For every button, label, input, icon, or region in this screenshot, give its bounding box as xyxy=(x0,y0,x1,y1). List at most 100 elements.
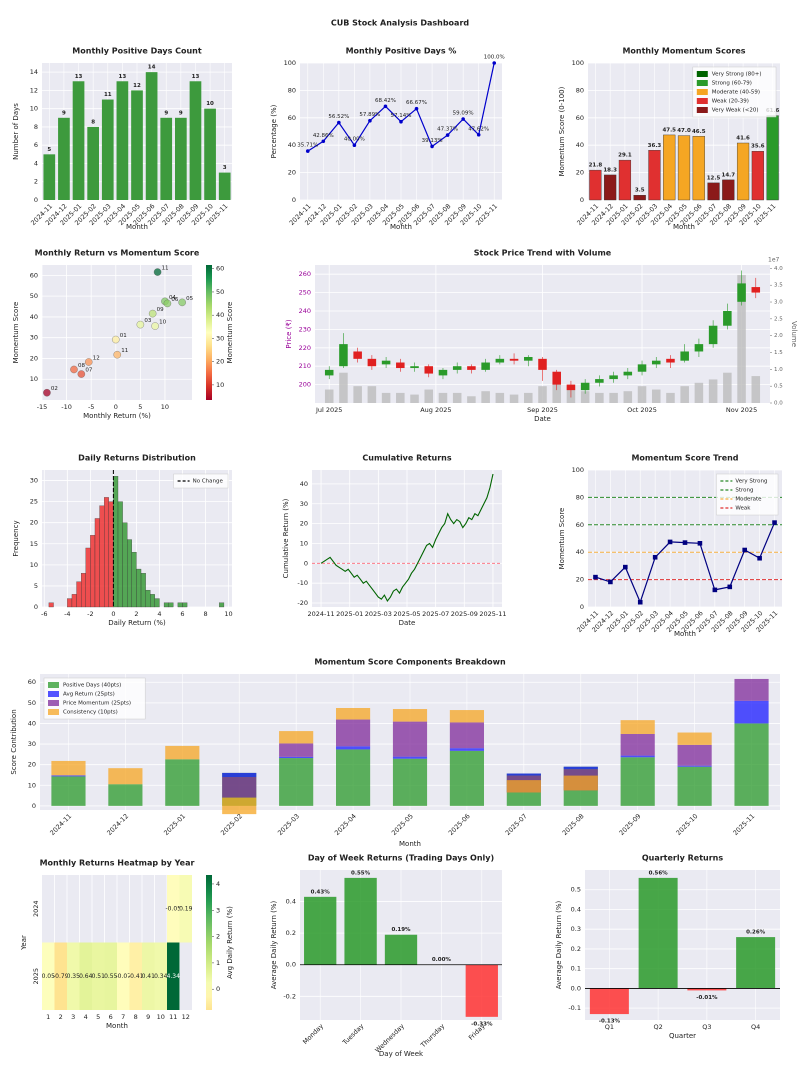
marker xyxy=(667,539,673,545)
volume-bar xyxy=(595,392,604,403)
y-tick-label: 20 xyxy=(576,576,584,584)
heatmap-cell xyxy=(67,942,80,1010)
volume-bar xyxy=(410,394,419,403)
point-label: 05 xyxy=(186,296,193,302)
legend-swatch xyxy=(696,80,708,86)
bar xyxy=(175,117,187,200)
scatter-point xyxy=(151,322,159,330)
x-tick-label: Jul 2025 xyxy=(315,406,342,414)
histogram-bar xyxy=(67,598,73,608)
volume-bar xyxy=(651,389,661,403)
x-tick-label: 5 xyxy=(96,1013,100,1021)
heatmap-cell xyxy=(154,942,167,1010)
y-tick-label: 200 xyxy=(299,381,311,389)
y-tick-label: 50 xyxy=(30,292,38,300)
cell-label: 4.34 xyxy=(167,973,181,980)
value-label: -0.13% xyxy=(599,1019,621,1025)
colorbar-tick-label: 20 xyxy=(216,358,224,366)
marker xyxy=(623,564,628,570)
x-tick-label: 10 xyxy=(161,403,169,411)
point-label: 11 xyxy=(121,348,128,354)
x-tick-label: -6 xyxy=(41,610,47,618)
x-tick-label: Q4 xyxy=(751,1023,760,1031)
candle-body xyxy=(751,287,761,293)
x-axis-label: Quarter xyxy=(669,1032,696,1040)
y-tick-label: 20 xyxy=(288,169,296,177)
y-tick-label: 250 xyxy=(299,289,311,297)
colorbar-tick-label: 40 xyxy=(216,311,224,319)
y-tick-label: -10 xyxy=(297,579,308,587)
marker xyxy=(461,117,465,121)
colorbar-tick-label: 0 xyxy=(216,985,220,993)
marker xyxy=(399,119,403,124)
y-axis-label: Frequency xyxy=(12,520,20,556)
y2-tick-label: 4.0 xyxy=(774,266,783,272)
x-tick-label: 1 xyxy=(46,1013,50,1021)
value-label: 35.6 xyxy=(751,144,765,150)
y-tick-label: 100 xyxy=(572,59,584,67)
y-tick-label: 40 xyxy=(28,719,36,727)
point-label: 02 xyxy=(51,386,58,392)
y-tick-label: 10 xyxy=(30,105,38,113)
candle-body xyxy=(367,358,377,367)
cell-label: -0.41 xyxy=(128,973,144,980)
y-tick-label: 0 xyxy=(304,559,308,567)
y-tick-label: 10 xyxy=(28,781,36,789)
bar xyxy=(687,988,727,991)
histogram-bar xyxy=(131,552,137,608)
volume-bar xyxy=(495,392,505,403)
candle-body xyxy=(396,362,405,369)
y-tick-label: 100 xyxy=(572,466,584,474)
candle-body xyxy=(737,283,746,302)
y-axis-label: Average Daily Return (%) xyxy=(555,900,563,989)
volume-bar xyxy=(552,382,561,403)
volume-bar xyxy=(737,275,746,403)
histogram-bar xyxy=(127,539,132,608)
y-axis-label: Cumulative Return (%) xyxy=(282,498,290,578)
value-label: 3.5 xyxy=(635,188,645,194)
y2-tick-label: 0.5 xyxy=(774,384,783,390)
y-tick-label: 10 xyxy=(30,561,38,569)
volume-bar xyxy=(424,389,434,403)
x-tick-label: 4 xyxy=(157,610,161,618)
y-tick-label: 10 xyxy=(300,539,308,547)
volume-bar xyxy=(481,391,490,403)
chart-title: Day of Week Returns (Trading Days Only) xyxy=(308,854,494,863)
legend-label: Moderate (40-59) xyxy=(712,90,760,96)
value-label: 36.3 xyxy=(648,143,662,149)
bar xyxy=(116,81,129,200)
bar xyxy=(766,115,779,201)
scatter-point xyxy=(148,309,157,318)
histogram-bar xyxy=(81,573,86,608)
y-axis-label: Year xyxy=(20,935,28,951)
cell-label: -0.05 xyxy=(165,905,181,912)
marker xyxy=(697,540,703,546)
marker xyxy=(652,554,658,560)
histogram-bar xyxy=(90,535,96,608)
y-tick-label: 60 xyxy=(28,678,36,686)
legend-label: Very Strong xyxy=(735,479,767,485)
value-label: 29.1 xyxy=(618,153,632,159)
y2-tick-label: 3.5 xyxy=(774,283,783,289)
y-tick-label: 220 xyxy=(299,344,311,352)
marker xyxy=(712,587,718,593)
candle-body xyxy=(566,384,576,391)
candle-body xyxy=(481,362,490,370)
candle-body xyxy=(651,360,661,365)
bar-segment xyxy=(279,758,314,806)
bar xyxy=(131,90,143,200)
bar xyxy=(722,179,735,201)
heatmap-cell xyxy=(167,875,180,943)
cell-label: 0.64 xyxy=(79,973,93,980)
y2-tick-label: 3.0 xyxy=(774,300,783,306)
y-tick-label: 20 xyxy=(300,520,308,528)
y-tick-label: -20 xyxy=(297,599,308,607)
heatmap-cell xyxy=(79,942,92,1010)
legend-label: Weak (20-39) xyxy=(712,99,749,105)
legend-swatch xyxy=(696,71,708,77)
value-label: 13 xyxy=(192,74,200,80)
value-label: 0.43% xyxy=(311,889,331,895)
point-label: 09 xyxy=(157,307,164,313)
x-axis-label: Date xyxy=(399,619,416,627)
colorbar-tick-label: 2 xyxy=(216,933,220,941)
